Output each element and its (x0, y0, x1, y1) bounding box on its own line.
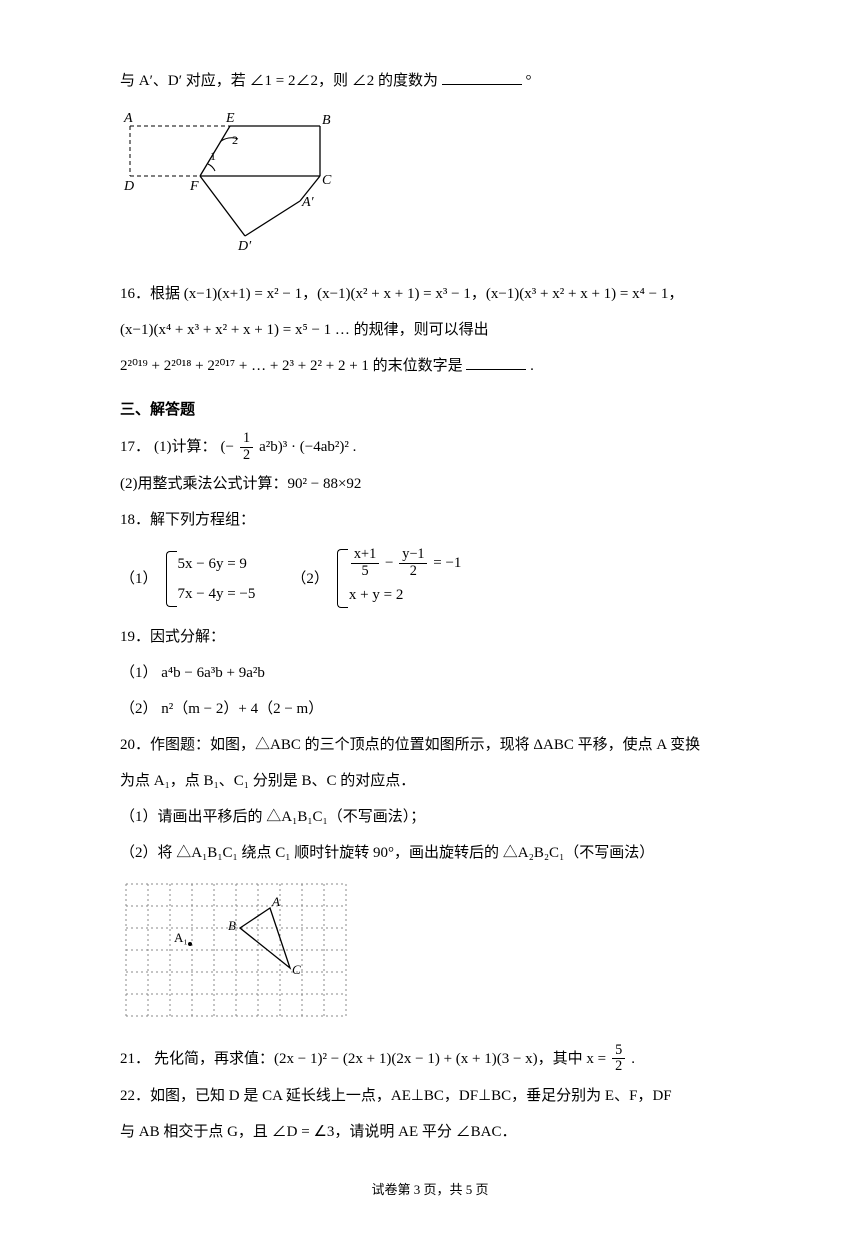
grid-B: B (228, 918, 236, 933)
grid-A: A (271, 894, 280, 909)
q15-text: 与 A′、D′ 对应，若 ∠1 = 2∠2，则 ∠2 的度数为 (120, 73, 438, 89)
q18-systems: （1） 5x − 6y = 9 7x − 4y = −5 （2） x+1 5 −… (120, 547, 461, 609)
q16-t3b: . (530, 358, 534, 374)
q21-text-b: . (631, 1044, 635, 1074)
q17-frac-num: 1 (240, 431, 253, 448)
q20-line2: 为点 A₁，点 B₁、C₁ 分别是 B、C 的对应点． (120, 766, 740, 796)
q16-t3a: 2²⁰¹⁹ + 2²⁰¹⁸ + 2²⁰¹⁷ + … + 2³ + 2² + 2 … (120, 358, 463, 374)
q18-sys2-frac2: y−1 2 (399, 547, 427, 579)
q17-p2: (2)用整式乘法公式计算：90² − 88×92 (120, 469, 740, 499)
section-3-title: 三、解答题 (120, 395, 740, 425)
label-D: D (123, 179, 134, 194)
q22-line1: 22．如图，已知 D 是 CA 延长线上一点，AE⊥BC，DF⊥BC，垂足分别为… (120, 1081, 740, 1111)
q16-line3: 2²⁰¹⁹ + 2²⁰¹⁸ + 2²⁰¹⁷ + … + 2³ + 2² + 2 … (120, 351, 740, 381)
q17-frac: 1 2 (240, 431, 253, 463)
q17-expr-b: a²b)³ · (−4ab²)² . (259, 432, 356, 462)
q15-blank[interactable] (442, 69, 522, 85)
figure-grid: A₁ A B C (120, 878, 740, 1033)
q16-line2: (x−1)(x⁴ + x³ + x² + x + 1) = x⁵ − 1 … 的… (120, 315, 740, 345)
label-C: C (322, 173, 332, 188)
grid-svg: A₁ A B C (120, 878, 352, 1022)
q21-text-a: 先化简，再求值：(2x − 1)² − (2x + 1)(2x − 1) + (… (154, 1044, 606, 1074)
grid-C: C (292, 962, 301, 977)
q22-line2: 与 AB 相交于点 G，且 ∠D = ∠3，请说明 AE 平分 ∠BAC． (120, 1117, 740, 1147)
q18-sys2-frac1: x+1 5 (351, 547, 379, 579)
q15-unit: ° (525, 73, 531, 89)
q18-p1-label: （1） (120, 564, 158, 594)
q18-p2-label: （2） (291, 564, 329, 594)
label-1: 1 (210, 149, 216, 163)
sys2-f1d: 5 (351, 564, 379, 580)
q20-line1: 20．作图题：如图，△ABC 的三个顶点的位置如图所示，现将 ΔABC 平移，使… (120, 730, 740, 760)
q16-line1: 16．根据 (x−1)(x+1) = x² − 1，(x−1)(x² + x +… (120, 279, 740, 309)
page-footer: 试卷第 3 页，共 5 页 (120, 1177, 740, 1203)
q17-p1: 17． (1)计算： (− 1 2 a²b)³ · (−4ab²)² . (120, 431, 740, 463)
q17-expr-a: (− (221, 432, 234, 462)
q21-fd: 2 (612, 1059, 625, 1075)
sys2-mid: − (385, 555, 397, 571)
sys2-f1n: x+1 (351, 547, 379, 564)
q17-num: 17． (120, 432, 150, 462)
sys2-eq: = −1 (433, 555, 461, 571)
q21-num: 21． (120, 1044, 150, 1074)
sys2-f2d: 2 (399, 564, 427, 580)
grid-A1: A₁ (174, 930, 188, 945)
label-Dp: D′ (237, 239, 252, 254)
q18-sys2-r2: x + y = 2 (349, 587, 403, 603)
q18-num: 18． (120, 512, 150, 528)
q16-t2: (x−1)(x⁴ + x³ + x² + x + 1) = x⁵ − 1 … 的… (120, 322, 489, 338)
q18-sys2-r1: x+1 5 − y−1 2 = −1 (349, 555, 461, 571)
q18-title: 18．解下列方程组： (120, 505, 740, 535)
q16-num: 16． (120, 286, 150, 302)
q18-sys2: x+1 5 − y−1 2 = −1 x + y = 2 (335, 547, 461, 609)
q19-title: 19．因式分解： (120, 622, 740, 652)
q20-t1: 作图题：如图，△ABC 的三个顶点的位置如图所示，现将 ΔABC 平移，使点 A… (150, 737, 700, 753)
q21: 21． 先化简，再求值：(2x − 1)² − (2x + 1)(2x − 1)… (120, 1043, 740, 1075)
q22-t1: 如图，已知 D 是 CA 延长线上一点，AE⊥BC，DF⊥BC，垂足分别为 E、… (150, 1088, 672, 1104)
rect-svg: A E B D F C A′ D′ 1 2 (120, 106, 340, 258)
label-2: 2 (232, 133, 238, 147)
sys2-f2n: y−1 (399, 547, 427, 564)
q18-sys1: 5x − 6y = 9 7x − 4y = −5 (164, 549, 256, 609)
label-E: E (225, 111, 235, 126)
q16-blank[interactable] (466, 354, 526, 370)
q18-title-text: 解下列方程组： (150, 512, 255, 528)
q18-sys1-r1: 5x − 6y = 9 (178, 556, 247, 572)
q18-sys1-r2: 7x − 4y = −5 (178, 586, 256, 602)
q21-frac: 5 2 (612, 1043, 625, 1075)
q17-frac-den: 2 (240, 448, 253, 464)
q21-fn: 5 (612, 1043, 625, 1060)
q20-p2: （2）将 △A₁B₁C₁ 绕点 C₁ 顺时针旋转 90°，画出旋转后的 △A₂B… (120, 838, 740, 868)
q20-p1: （1）请画出平移后的 △A₁B₁C₁（不写画法）； (120, 802, 740, 832)
label-B: B (322, 113, 331, 128)
q15-cont: 与 A′、D′ 对应，若 ∠1 = 2∠2，则 ∠2 的度数为 ° (120, 66, 740, 96)
q19-p2: （2） n²（m − 2）+ 4（2 − m） (120, 694, 740, 724)
q19-num: 19． (120, 629, 150, 645)
label-A: A (123, 111, 133, 126)
q22-num: 22． (120, 1088, 150, 1104)
figure-rectangle: A E B D F C A′ D′ 1 2 (120, 106, 740, 269)
label-Ap: A′ (301, 195, 315, 210)
q19-p1: （1） a⁴b − 6a³b + 9a²b (120, 658, 740, 688)
label-F: F (189, 179, 199, 194)
q19-title-text: 因式分解： (150, 629, 225, 645)
q16-t1: 根据 (x−1)(x+1) = x² − 1，(x−1)(x² + x + 1)… (150, 286, 683, 302)
q17-p1-label: (1)计算： (154, 432, 217, 462)
q20-num: 20． (120, 737, 150, 753)
